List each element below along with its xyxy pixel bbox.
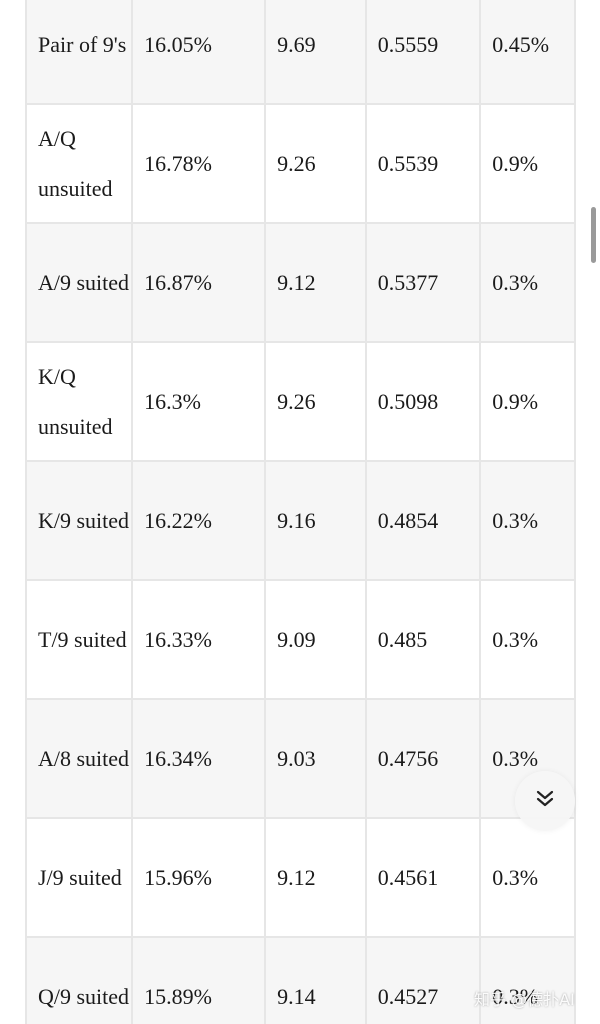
hand-cell: Pair of 9's xyxy=(24,0,134,105)
value-cell: 9.09 xyxy=(264,579,367,700)
percent-cell: 0.3% xyxy=(479,817,576,938)
hand-stats-table: Pair of 9's 16.05% 9.69 0.5559 0.45% A/Q… xyxy=(24,0,576,1024)
win-percent-cell: 16.3% xyxy=(131,341,267,462)
value-cell: 9.12 xyxy=(264,817,367,938)
win-percent-cell: 15.89% xyxy=(131,936,267,1024)
value-cell: 0.485 xyxy=(364,579,482,700)
table-scroll-area[interactable]: Pair of 9's 16.05% 9.69 0.5559 0.45% A/Q… xyxy=(0,0,576,1024)
table-row: Q/9 suited 15.89% 9.14 0.4527 0.3% xyxy=(24,936,576,1024)
scrollbar-thumb[interactable] xyxy=(591,207,596,263)
double-chevron-down-icon xyxy=(535,789,555,814)
percent-cell: 0.3% xyxy=(479,460,576,581)
table-row: A/9 suited 16.87% 9.12 0.5377 0.3% xyxy=(24,222,576,343)
value-cell: 0.5559 xyxy=(364,0,482,105)
percent-cell: 0.3% xyxy=(479,222,576,343)
value-cell: 9.03 xyxy=(264,698,367,819)
value-cell: 0.4854 xyxy=(364,460,482,581)
percent-cell: 0.3% xyxy=(479,579,576,700)
table-row: Pair of 9's 16.05% 9.69 0.5559 0.45% xyxy=(24,0,576,105)
win-percent-cell: 16.05% xyxy=(131,0,267,105)
watermark: 知乎 @德扑AI xyxy=(474,990,575,1009)
win-percent-cell: 16.34% xyxy=(131,698,267,819)
value-cell: 0.4527 xyxy=(364,936,482,1024)
percent-cell: 0.45% xyxy=(479,0,576,105)
value-cell: 9.26 xyxy=(264,341,367,462)
win-percent-cell: 16.33% xyxy=(131,579,267,700)
table-row: T/9 suited 16.33% 9.09 0.485 0.3% xyxy=(24,579,576,700)
hand-cell: T/9 suited xyxy=(24,579,134,700)
hand-cell: K/9 suited xyxy=(24,460,134,581)
table-row: K/Q unsuited 16.3% 9.26 0.5098 0.9% xyxy=(24,341,576,462)
win-percent-cell: 16.22% xyxy=(131,460,267,581)
hand-cell: J/9 suited xyxy=(24,817,134,938)
table-row: A/8 suited 16.34% 9.03 0.4756 0.3% xyxy=(24,698,576,819)
table-row: A/Q unsuited 16.78% 9.26 0.5539 0.9% xyxy=(24,103,576,224)
value-cell: 9.12 xyxy=(264,222,367,343)
value-cell: 0.4561 xyxy=(364,817,482,938)
percent-cell: 0.9% xyxy=(479,103,576,224)
percent-cell: 0.3% xyxy=(479,936,576,1024)
hand-cell: A/Q unsuited xyxy=(24,103,134,224)
value-cell: 9.16 xyxy=(264,460,367,581)
value-cell: 0.4756 xyxy=(364,698,482,819)
scroll-to-bottom-button[interactable] xyxy=(515,771,575,831)
win-percent-cell: 16.87% xyxy=(131,222,267,343)
value-cell: 0.5539 xyxy=(364,103,482,224)
table-row: K/9 suited 16.22% 9.16 0.4854 0.3% xyxy=(24,460,576,581)
value-cell: 9.69 xyxy=(264,0,367,105)
win-percent-cell: 15.96% xyxy=(131,817,267,938)
hand-cell: A/8 suited xyxy=(24,698,134,819)
value-cell: 9.26 xyxy=(264,103,367,224)
value-cell: 0.5377 xyxy=(364,222,482,343)
win-percent-cell: 16.78% xyxy=(131,103,267,224)
value-cell: 0.5098 xyxy=(364,341,482,462)
value-cell: 9.14 xyxy=(264,936,367,1024)
hand-cell: K/Q unsuited xyxy=(24,341,134,462)
hand-cell: A/9 suited xyxy=(24,222,134,343)
hand-cell: Q/9 suited xyxy=(24,936,134,1024)
table-row: J/9 suited 15.96% 9.12 0.4561 0.3% xyxy=(24,817,576,938)
percent-cell: 0.9% xyxy=(479,341,576,462)
